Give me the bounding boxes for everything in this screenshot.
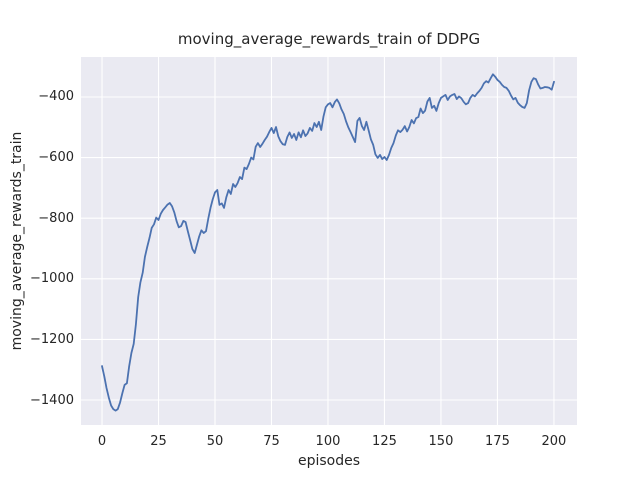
x-tick-label: 75 [263, 434, 280, 449]
x-tick-label: 175 [485, 434, 510, 449]
x-tick-label: 50 [206, 434, 224, 449]
series-line [101, 73, 555, 412]
x-tick-label: 0 [97, 434, 107, 449]
y-tick-label: −1000 [30, 271, 74, 287]
x-tick-label: 200 [541, 434, 567, 449]
x-tick-label: 125 [372, 434, 397, 449]
x-tick-label: 25 [150, 434, 167, 449]
y-tick-label: −1400 [30, 392, 74, 408]
y-tick-label: −600 [38, 150, 74, 166]
x-tick-label: 100 [315, 434, 341, 449]
plot-area [81, 57, 577, 425]
y-tick-label: −800 [38, 210, 74, 226]
y-tick-label: −400 [38, 89, 74, 105]
chart-title: moving_average_rewards_train of DDPG [177, 30, 481, 48]
y-tick-label: −1200 [30, 331, 74, 347]
x-axis-label: episodes [297, 453, 361, 469]
x-tick-label: 150 [428, 434, 454, 449]
